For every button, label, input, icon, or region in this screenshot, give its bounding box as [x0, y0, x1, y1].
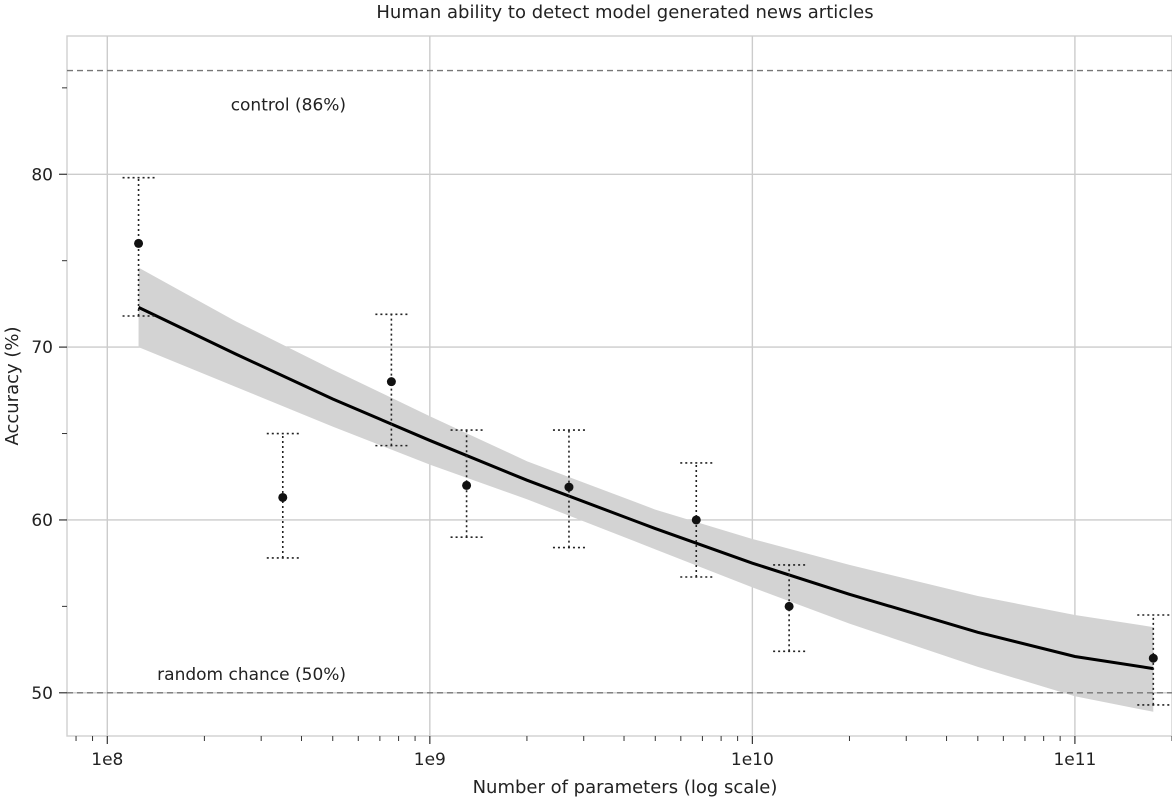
axis-ticks: 1e8 1e9 1e10 1e11 50 60 70 80 [31, 87, 1172, 770]
confidence-band [138, 267, 1154, 712]
y-tick-label-1: 60 [31, 511, 53, 531]
data-point-6 [784, 601, 794, 611]
data-point-7 [1148, 653, 1158, 663]
data-point-0 [134, 238, 144, 248]
reference-label-0: control (86%) [231, 96, 346, 116]
x-tick-label-1: 1e9 [414, 750, 446, 770]
data-point-1 [278, 492, 288, 502]
error-bars [122, 176, 1170, 706]
confidence-band-area [138, 267, 1154, 712]
data-point-3 [462, 480, 472, 490]
x-tick-label-2: 1e10 [731, 750, 774, 770]
y-tick-label-0: 50 [31, 684, 53, 704]
data-point-2 [386, 377, 396, 387]
y-tick-label-3: 80 [31, 165, 53, 185]
fit-line [137, 306, 1154, 671]
data-point-5 [691, 515, 701, 525]
x-tick-label-3: 1e11 [1053, 750, 1096, 770]
reference-label-1: random chance (50%) [157, 665, 346, 685]
data-point-4 [564, 482, 574, 492]
reference-lines: control (86%) random chance (50%) [67, 69, 1172, 694]
y-tick-label-2: 70 [31, 338, 53, 358]
data-points [134, 238, 1158, 663]
x-axis-label: Number of parameters (log scale) [473, 777, 778, 798]
chart-title: Human ability to detect model generated … [376, 2, 873, 23]
x-tick-label-0: 1e8 [91, 750, 123, 770]
fit-line-group [137, 306, 1154, 671]
y-axis-label: Accuracy (%) [2, 326, 23, 445]
